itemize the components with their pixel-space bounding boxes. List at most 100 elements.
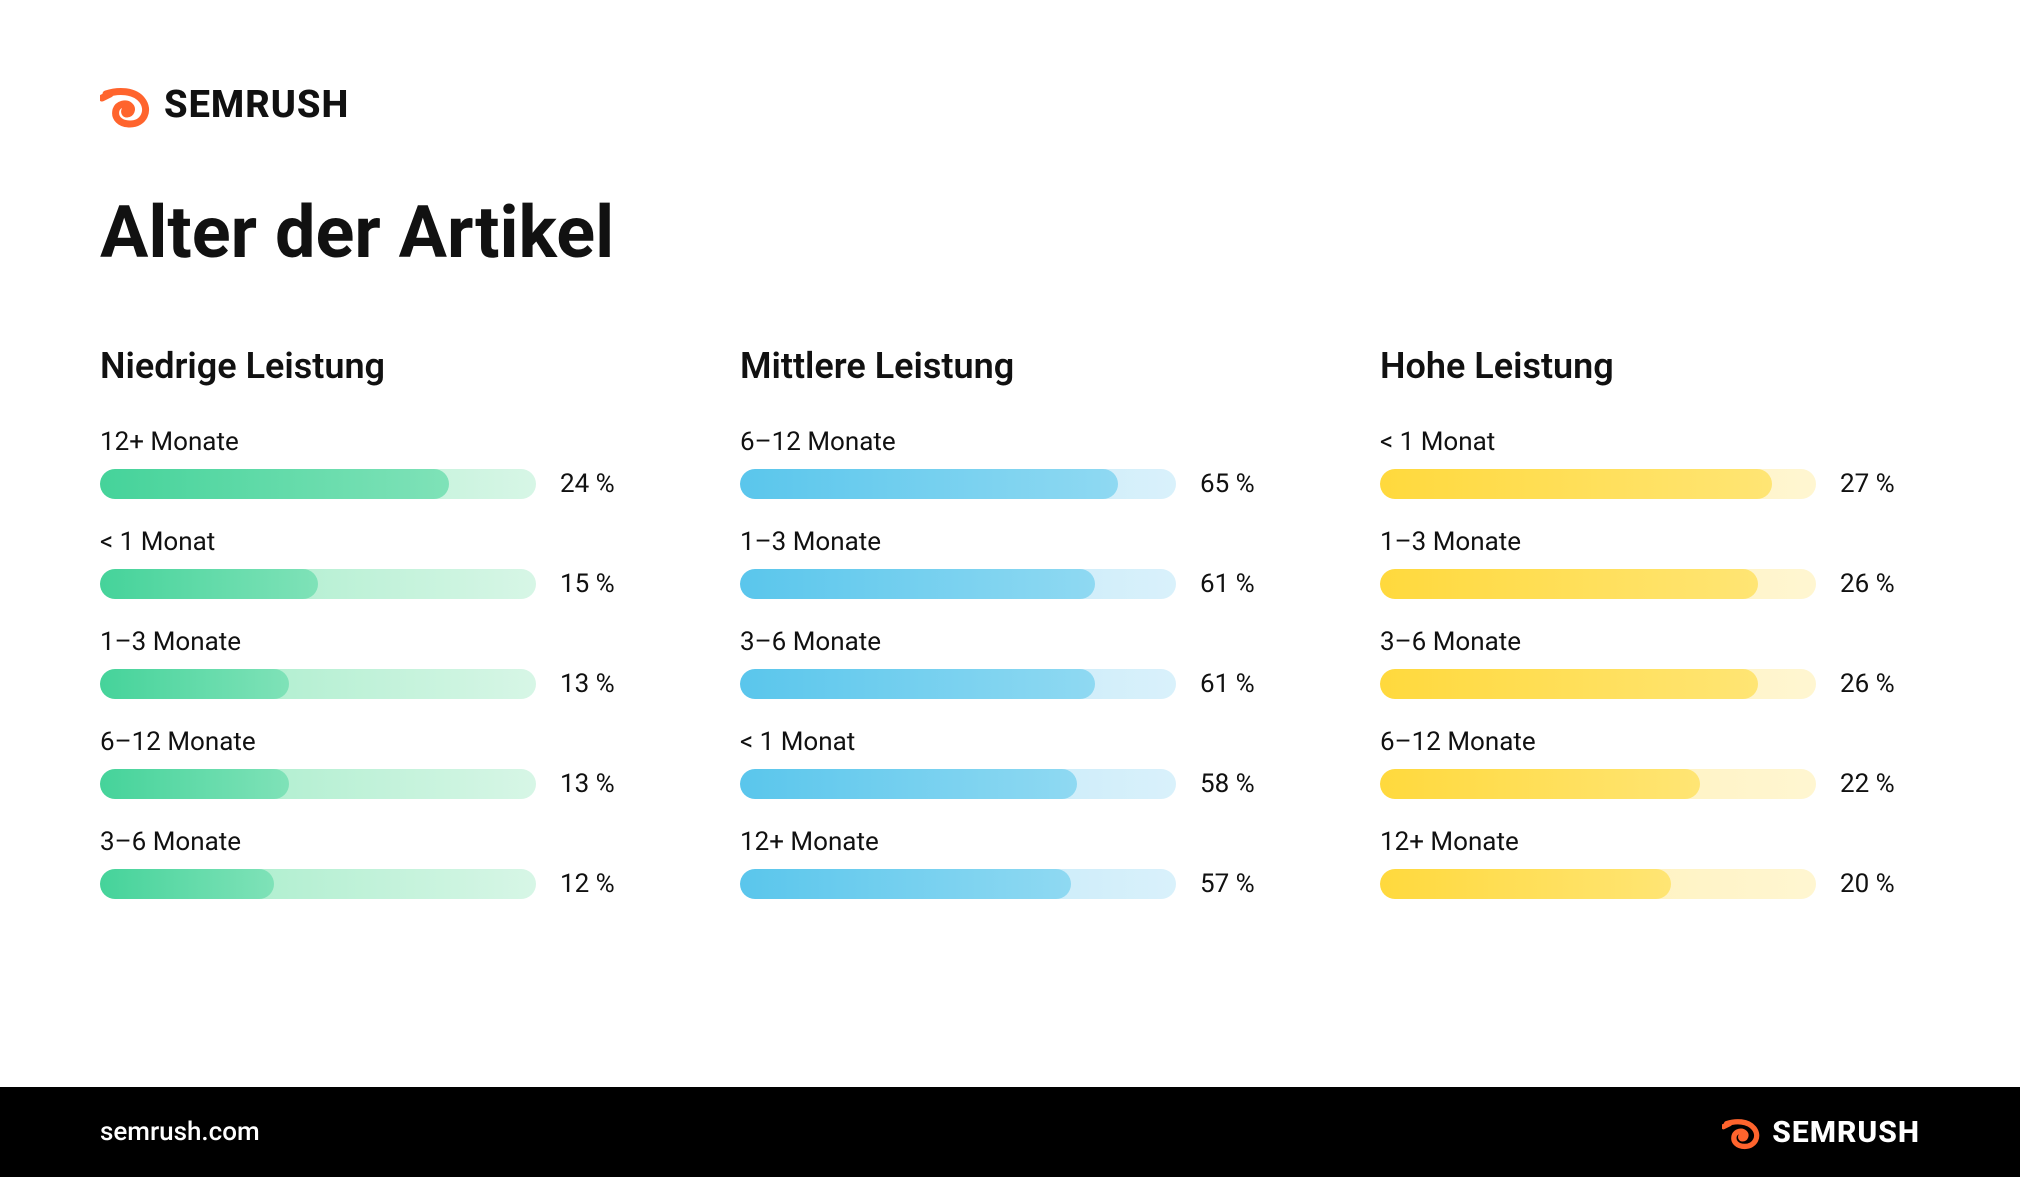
page-title: Alter der Artikel (100, 190, 1920, 275)
bar-label: 1–3 Monate (100, 627, 640, 657)
bar-label: 6–12 Monate (100, 727, 640, 757)
bar-fill (740, 769, 1077, 799)
bar-value: 12 % (560, 869, 640, 899)
bar-row: 12+ Monate 24 % (100, 427, 640, 499)
bar-track (740, 669, 1176, 699)
bar-value: 13 % (560, 669, 640, 699)
bar-row: 1–3 Monate 61 % (740, 527, 1280, 599)
bar-label: 6–12 Monate (1380, 727, 1920, 757)
bar-value: 61 % (1200, 569, 1280, 599)
bar-line: 57 % (740, 869, 1280, 899)
bar-line: 27 % (1380, 469, 1920, 499)
semrush-flame-icon (1722, 1113, 1760, 1151)
bar-row: 6–12 Monate 13 % (100, 727, 640, 799)
bar-fill (1380, 569, 1758, 599)
infographic-content: SEMRUSH Alter der Artikel Niedrige Leist… (0, 0, 2020, 927)
bar-value: 61 % (1200, 669, 1280, 699)
bar-value: 22 % (1840, 769, 1920, 799)
bar-line: 15 % (100, 569, 640, 599)
bar-label: < 1 Monat (740, 727, 1280, 757)
bar-fill (740, 869, 1071, 899)
bar-track (100, 469, 536, 499)
bar-label: 12+ Monate (100, 427, 640, 457)
bar-row: 12+ Monate 20 % (1380, 827, 1920, 899)
bar-fill (1380, 469, 1772, 499)
bar-label: < 1 Monat (1380, 427, 1920, 457)
bar-row: < 1 Monat 27 % (1380, 427, 1920, 499)
bar-row: 6–12 Monate 22 % (1380, 727, 1920, 799)
bar-track (740, 469, 1176, 499)
column-title: Niedrige Leistung (100, 345, 640, 387)
bar-fill (100, 469, 449, 499)
bar-fill (100, 569, 318, 599)
bar-label: 12+ Monate (1380, 827, 1920, 857)
footer-logo: SEMRUSH (1722, 1113, 1920, 1151)
bar-line: 26 % (1380, 569, 1920, 599)
bar-fill (1380, 869, 1671, 899)
bar-row: 3–6 Monate 26 % (1380, 627, 1920, 699)
bar-row: < 1 Monat 58 % (740, 727, 1280, 799)
bar-track (1380, 469, 1816, 499)
bar-value: 24 % (560, 469, 640, 499)
brand-logo: SEMRUSH (100, 80, 1920, 130)
footer-brand-name: SEMRUSH (1772, 1115, 1920, 1150)
bar-row: < 1 Monat 15 % (100, 527, 640, 599)
bar-fill (740, 669, 1095, 699)
bar-row: 3–6 Monate12 % (100, 827, 640, 899)
bar-fill (100, 869, 274, 899)
bar-line: 61 % (740, 569, 1280, 599)
bar-row: 1–3 Monate 13 % (100, 627, 640, 699)
bar-fill (1380, 769, 1700, 799)
chart-columns: Niedrige Leistung 12+ Monate 24 % < 1 Monat… (100, 345, 1920, 927)
column-title: Hohe Leistung (1380, 345, 1920, 387)
bar-row: 12+ Monate57 % (740, 827, 1280, 899)
bar-track (100, 669, 536, 699)
bar-fill (740, 569, 1095, 599)
bar-value: 13 % (560, 769, 640, 799)
bar-track (100, 869, 536, 899)
bar-line: 24 % (100, 469, 640, 499)
bar-fill (740, 469, 1118, 499)
bar-value: 26 % (1840, 669, 1920, 699)
bar-fill (1380, 669, 1758, 699)
footer-url: semrush.com (100, 1117, 260, 1147)
bar-track (1380, 669, 1816, 699)
bar-line: 20 % (1380, 869, 1920, 899)
bar-value: 58 % (1200, 769, 1280, 799)
chart-column: Mittlere Leistung6–12 Monate65 %1–3 Mona… (740, 345, 1280, 927)
bar-line: 22 % (1380, 769, 1920, 799)
bar-label: 3–6 Monate (1380, 627, 1920, 657)
bar-track (1380, 569, 1816, 599)
bar-value: 57 % (1200, 869, 1280, 899)
bar-track (1380, 869, 1816, 899)
bar-line: 61 % (740, 669, 1280, 699)
bar-track (1380, 769, 1816, 799)
bar-value: 27 % (1840, 469, 1920, 499)
bar-row: 1–3 Monate 26 % (1380, 527, 1920, 599)
bar-line: 13 % (100, 769, 640, 799)
bar-track (740, 869, 1176, 899)
bar-line: 13 % (100, 669, 640, 699)
bar-track (740, 769, 1176, 799)
bar-line: 65 % (740, 469, 1280, 499)
bar-fill (100, 669, 289, 699)
bar-line: 58 % (740, 769, 1280, 799)
bar-label: 6–12 Monate (740, 427, 1280, 457)
bar-label: 1–3 Monate (740, 527, 1280, 557)
bar-row: 3–6 Monate 61 % (740, 627, 1280, 699)
brand-name: SEMRUSH (164, 83, 349, 127)
bar-value: 65 % (1200, 469, 1280, 499)
bar-fill (100, 769, 289, 799)
chart-column: Niedrige Leistung 12+ Monate 24 % < 1 Monat… (100, 345, 640, 927)
bar-line: 26 % (1380, 669, 1920, 699)
bar-value: 20 % (1840, 869, 1920, 899)
bar-line: 12 % (100, 869, 640, 899)
bar-label: 1–3 Monate (1380, 527, 1920, 557)
semrush-flame-icon (100, 80, 150, 130)
bar-value: 26 % (1840, 569, 1920, 599)
footer-bar: semrush.com SEMRUSH (0, 1087, 2020, 1177)
bar-label: < 1 Monat (100, 527, 640, 557)
bar-track (100, 769, 536, 799)
bar-value: 15 % (560, 569, 640, 599)
bar-label: 3–6 Monate (740, 627, 1280, 657)
